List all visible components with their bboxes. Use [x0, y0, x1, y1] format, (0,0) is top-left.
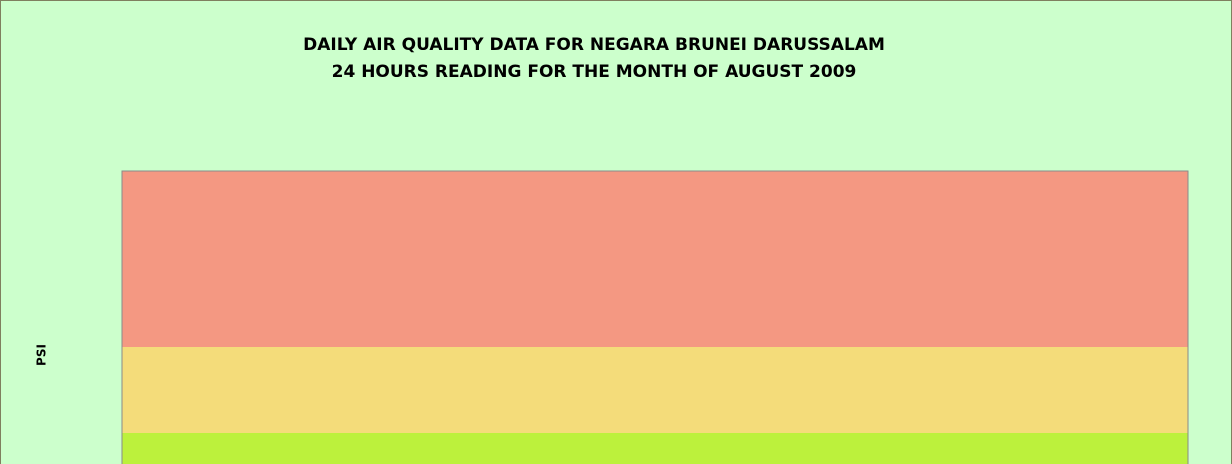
- plot-area: [122, 171, 1188, 464]
- chart-title: DAILY AIR QUALITY DATA FOR NEGARA BRUNEI…: [303, 35, 885, 55]
- psi-band: [122, 433, 1188, 464]
- psi-band: [122, 171, 1188, 347]
- y-axis-label: PSI: [35, 344, 49, 366]
- plot-border: [121, 170, 1189, 464]
- chart-subtitle: 24 HOURS READING FOR THE MONTH OF AUGUST…: [332, 62, 857, 82]
- psi-band: [122, 347, 1188, 433]
